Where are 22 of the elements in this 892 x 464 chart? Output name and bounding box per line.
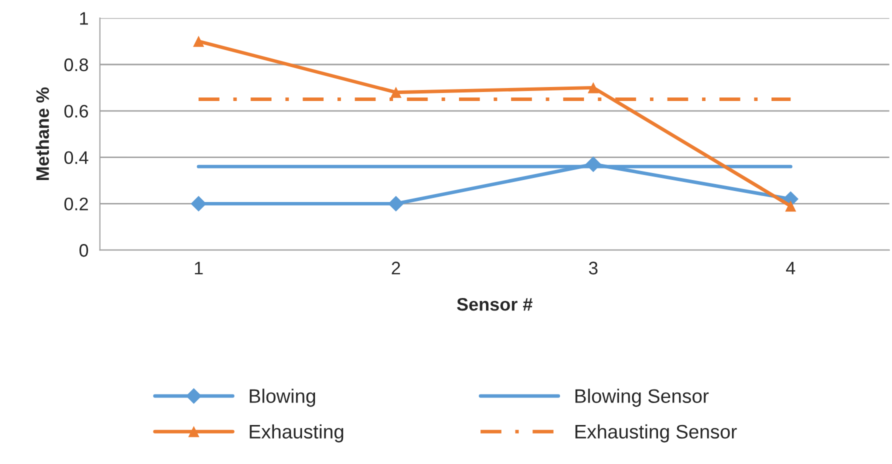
point [390,86,402,98]
point [588,82,599,94]
legend-label: Blowing [250,388,316,407]
x-tick-label: 2 [392,262,400,274]
y-tick-label: 0.8 [64,58,88,72]
point [785,200,796,212]
x-axis-title: Sensor # [457,298,532,311]
x-tick-label: 4 [786,262,796,274]
x-tick-label: 1 [194,262,203,274]
y-tick-label: 0.2 [64,198,88,210]
point [388,196,404,212]
y-tick-label: 0.6 [64,104,88,118]
y-tick-label: 0 [79,244,88,257]
y-tick-label: 0.4 [64,151,88,164]
x-tick-label: 3 [588,262,598,274]
y-tick-label: 1 [80,12,88,25]
legend-label: Blowing Sensor [575,388,709,407]
legend-label: Exhausting [250,424,344,442]
point [190,196,206,212]
y-axis-title: Methane % [36,87,50,180]
legend-label: Exhausting Sensor [575,424,737,442]
point [193,36,204,47]
